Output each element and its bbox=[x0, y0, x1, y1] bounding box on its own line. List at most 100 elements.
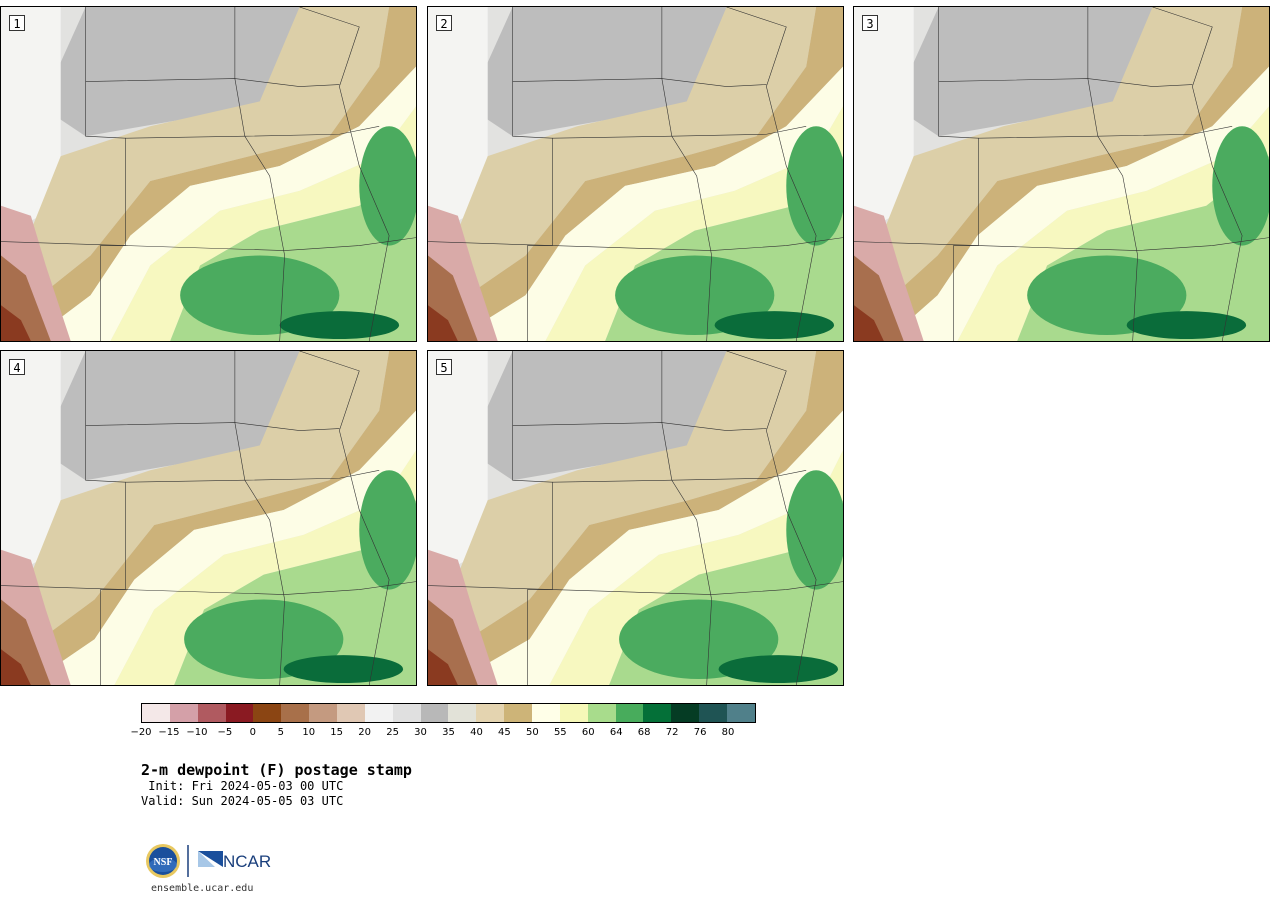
darktan-band bbox=[40, 7, 416, 326]
pale-band bbox=[50, 410, 416, 685]
state-border bbox=[552, 237, 843, 251]
colorbar-segment bbox=[504, 704, 533, 722]
svg-text:NCAR: NCAR bbox=[223, 852, 271, 871]
state-border bbox=[428, 7, 553, 246]
very-moist-area bbox=[283, 655, 404, 684]
colorbar-tick-label: −20 bbox=[130, 727, 152, 738]
dewpoint-map-2 bbox=[428, 7, 843, 341]
moist-area bbox=[359, 126, 416, 246]
colorbar-segment bbox=[253, 704, 282, 722]
very-moist-area bbox=[714, 311, 835, 340]
state-border bbox=[299, 351, 390, 685]
colorbar-tick-label: 20 bbox=[358, 727, 371, 738]
moist-area bbox=[786, 126, 843, 246]
colorbar-segment bbox=[587, 704, 616, 722]
mountain-driest bbox=[428, 305, 458, 341]
colorbar-segment bbox=[559, 704, 588, 722]
colorbar-segment bbox=[699, 704, 728, 722]
colorbar-segment bbox=[309, 704, 338, 722]
very-moist-area bbox=[718, 655, 839, 684]
valid-time: Valid: Sun 2024-05-05 03 UTC bbox=[141, 794, 344, 808]
pale-band bbox=[477, 410, 843, 685]
dewpoint-map-4 bbox=[1, 351, 416, 685]
dewpoint-map-5 bbox=[428, 351, 843, 685]
colorbar-tick-label: 72 bbox=[665, 727, 679, 738]
dewpoint-map-3 bbox=[854, 7, 1269, 341]
pale-band bbox=[477, 66, 843, 341]
tan-band bbox=[20, 351, 390, 640]
state-border bbox=[85, 78, 340, 87]
map-panel-1: 1 bbox=[0, 6, 417, 342]
mountain-driest bbox=[428, 649, 458, 685]
state-border bbox=[661, 7, 712, 341]
ncar-logo-icon: NCAR bbox=[198, 851, 271, 871]
state-border bbox=[234, 351, 285, 685]
state-border bbox=[552, 125, 807, 139]
colorbar-tick-label: −5 bbox=[217, 727, 233, 738]
dewpoint-map-1 bbox=[1, 7, 416, 341]
colorbar-tick-label: 10 bbox=[302, 727, 316, 738]
darktan-band bbox=[467, 7, 843, 326]
panel-number: 2 bbox=[436, 15, 452, 31]
state-border bbox=[854, 7, 979, 246]
colorbar-tick-label: 0 bbox=[249, 727, 256, 738]
logos: NSF NCAR bbox=[145, 843, 275, 881]
state-border bbox=[512, 78, 767, 87]
state-border bbox=[125, 581, 416, 595]
colorbar-segment bbox=[671, 704, 700, 722]
colorbar-tick-label: 5 bbox=[277, 727, 284, 738]
colorbar-segment bbox=[420, 704, 449, 722]
colorbar-segment bbox=[615, 704, 644, 722]
tan-band bbox=[873, 7, 1243, 296]
state-border bbox=[552, 581, 843, 595]
colorbar-segment bbox=[364, 704, 393, 722]
map-panel-2: 2 bbox=[427, 6, 844, 342]
colorbar-tick-label: 40 bbox=[470, 727, 483, 738]
very-moist-area bbox=[279, 311, 400, 340]
product-title: 2-m dewpoint (F) postage stamp bbox=[141, 761, 412, 779]
colorbar-tick-label: 60 bbox=[581, 727, 595, 738]
state-border bbox=[978, 237, 1269, 251]
colorbar-segment bbox=[225, 704, 254, 722]
panel-number: 3 bbox=[862, 15, 878, 31]
rockies-field bbox=[428, 351, 488, 580]
darktan-band bbox=[893, 7, 1269, 326]
darktan-band bbox=[40, 351, 416, 670]
map-panel-4: 4 bbox=[0, 350, 417, 686]
state-border bbox=[1, 351, 126, 590]
nsf-logo-icon: NSF bbox=[146, 844, 180, 878]
state-border bbox=[125, 237, 416, 251]
moist-area bbox=[786, 470, 843, 590]
state-border bbox=[85, 422, 340, 431]
colorbar-segment bbox=[532, 704, 560, 722]
state-border bbox=[100, 245, 126, 341]
state-border bbox=[100, 589, 126, 685]
state-border bbox=[953, 245, 979, 341]
mountain-driest bbox=[1, 649, 31, 685]
colorbar-tick-label: 25 bbox=[386, 727, 399, 738]
state-border bbox=[428, 351, 553, 590]
state-border bbox=[552, 469, 807, 483]
colorbar-tick-label: 68 bbox=[637, 727, 651, 738]
colorbar-segment bbox=[197, 704, 226, 722]
colorbar-tick-label: 50 bbox=[525, 727, 539, 738]
colorbar-segment bbox=[476, 704, 505, 722]
state-border bbox=[125, 125, 380, 139]
colorbar-tick-label: 76 bbox=[693, 727, 707, 738]
state-border bbox=[726, 7, 817, 341]
state-border bbox=[527, 589, 553, 685]
colorbar-segment bbox=[169, 704, 198, 722]
site-url: ensemble.ucar.edu bbox=[151, 883, 254, 894]
mountain-driest bbox=[854, 305, 884, 341]
rockies-field bbox=[854, 7, 914, 236]
panel-number: 4 bbox=[9, 359, 25, 375]
moist-area bbox=[1212, 126, 1269, 246]
colorbar-tick-label: 45 bbox=[498, 727, 511, 738]
state-border bbox=[1152, 7, 1243, 341]
colorbar-tick-label: 55 bbox=[553, 727, 567, 738]
panel-number: 5 bbox=[436, 359, 452, 375]
panel-number: 1 bbox=[9, 15, 25, 31]
svg-text:NSF: NSF bbox=[154, 857, 173, 868]
mountain-driest bbox=[1, 305, 31, 341]
state-border bbox=[726, 351, 817, 685]
